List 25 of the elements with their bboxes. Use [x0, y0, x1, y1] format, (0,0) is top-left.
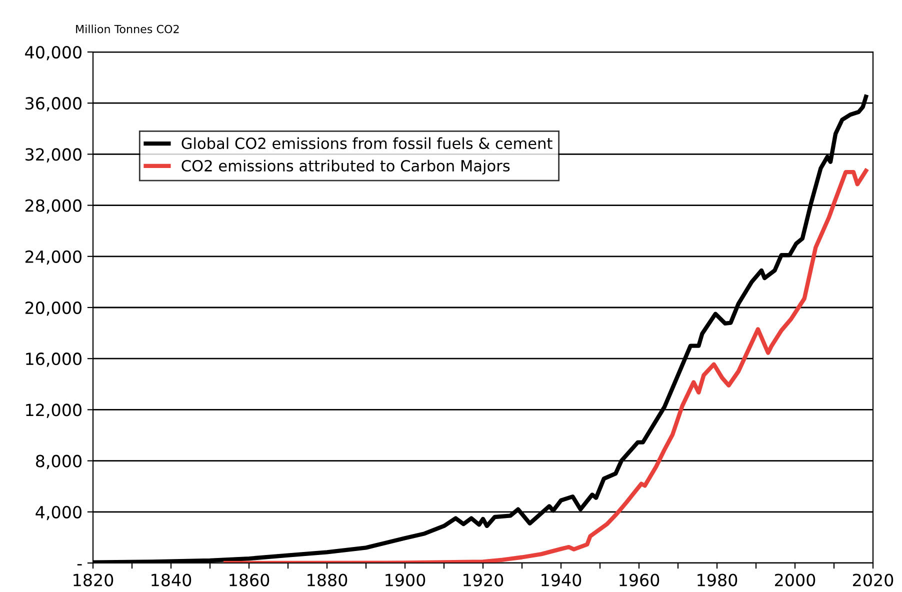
- y-axis-title: Million Tonnes CO2: [76, 24, 179, 34]
- y-tick-label: 40,000: [25, 46, 82, 60]
- legend-label: CO2 emissions attributed to Carbon Majors: [182, 160, 510, 174]
- y-tick-label: 36,000: [26, 97, 82, 112]
- y-tick-label: 12,000: [26, 404, 82, 418]
- x-tick-label: 1980: [698, 574, 738, 586]
- y-tick-label: 20,000: [25, 301, 82, 316]
- x-tick-label: 1820: [74, 574, 114, 586]
- x-tick-label: 1920: [464, 574, 504, 586]
- x-tick-label: 1880: [308, 574, 348, 586]
- y-tick-label: 4,000: [36, 506, 82, 520]
- y-tick-label: 28,000: [25, 199, 82, 214]
- x-tick-label: 2020: [853, 574, 894, 586]
- x-tick-label: 1840: [152, 574, 192, 586]
- y-tick-label: 8,000: [36, 454, 82, 470]
- x-tick-label: 1940: [542, 574, 582, 586]
- x-tick-label: 1860: [230, 574, 270, 586]
- legend-label: Global CO2 emissions from fossil fuels & cement: [182, 137, 552, 150]
- x-tick-label: 1900: [386, 574, 426, 586]
- y-tick-label: 32,000: [26, 148, 82, 162]
- x-tick-label: 2000: [775, 574, 816, 586]
- y-tick-label: -: [77, 564, 82, 566]
- x-tick-label: 1960: [620, 574, 660, 586]
- y-tick-label: 24,000: [25, 250, 82, 265]
- y-tick-label: 16,000: [26, 352, 82, 367]
